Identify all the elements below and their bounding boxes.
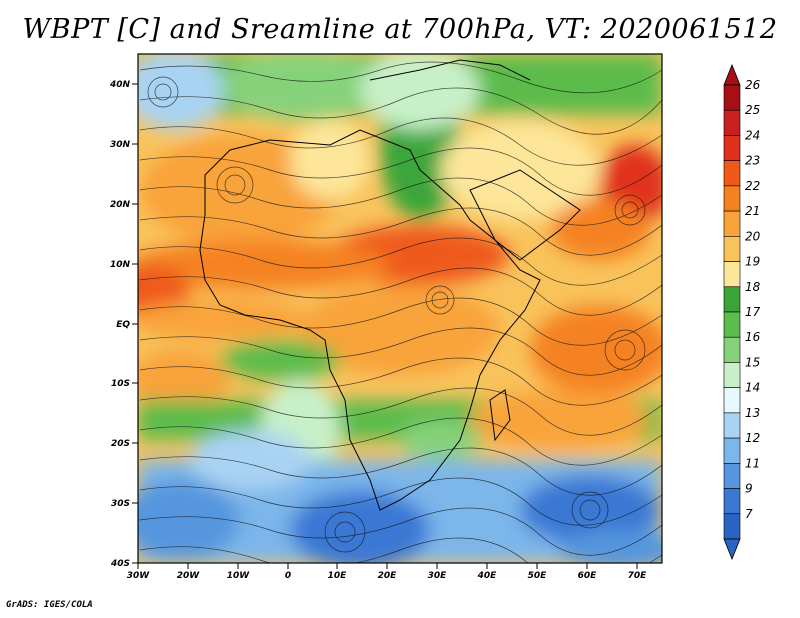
map-title: WBPT [C] and Sreamline at 700hPa, VT: 20… [22,14,778,45]
coastlines [199,59,581,511]
colorbar-label: 19 [745,255,760,269]
lon-label-10w: 10W [227,571,251,581]
colorbar-label: 13 [745,406,760,420]
colorbar-swatch [723,210,741,237]
lon-label-30e: 30E [428,571,448,581]
colorbar-swatch [723,185,741,212]
lat-label-40s: 40S [110,559,130,569]
lon-axis: 30W 20W 10W 0 10E 20E 30E 40E 50E 60E 70… [127,563,647,581]
colorbar-label: 17 [745,305,761,319]
colorbar-label: 9 [745,482,753,496]
lat-label-10s: 10S [111,379,130,389]
colorbar-swatch [723,412,741,439]
lon-label-0: 0 [285,571,291,581]
lon-label-20w: 20W [177,571,201,581]
colorbar-swatch [723,311,741,338]
colorbar-swatch [723,261,741,288]
colorbar-label: 11 [745,456,760,470]
lon-label-10e: 10E [328,571,348,581]
lat-label-30n: 30N [110,140,131,150]
lat-label-40n: 40N [109,80,131,90]
lat-label-eq: EQ [116,320,130,330]
colorbar: 26 25 24 23 22 21 20 19 18 17 16 15 14 13 12 11 9 7 [723,63,761,561]
plot-frame [137,53,663,564]
lat-label-20s: 20S [111,439,130,449]
colorbar-swatch [723,236,741,262]
lat-label-10n: 10N [110,260,131,270]
colorbar-swatch [723,513,741,540]
colorbar-top-arrow [723,63,741,86]
colorbar-label: 20 [745,229,761,243]
colorbar-swatch [723,84,741,111]
colorbar-swatch [723,109,741,136]
colorbar-swatch [723,437,741,464]
streamlines [139,61,662,563]
colorbar-label: 7 [745,507,753,521]
colorbar-bottom-arrow [723,538,741,561]
lon-label-70e: 70E [628,571,648,581]
colorbar-label: 24 [745,128,760,142]
colorbar-label: 12 [745,431,760,445]
colorbar-swatch [723,463,741,489]
lon-label-40e: 40E [477,571,498,581]
colorbar-label: 23 [745,154,760,168]
colorbar-label: 25 [745,103,760,117]
credit-text: GrADS: IGES/COLA [6,600,93,610]
colorbar-swatch [723,135,741,161]
lat-label-20n: 20N [110,200,131,210]
colorbar-swatch [723,336,741,363]
colorbar-label: 15 [745,355,760,369]
colorbar-swatch [723,160,741,187]
lon-label-20e: 20E [378,571,398,581]
colorbar-swatch [723,488,741,515]
colorbar-label: 21 [745,204,760,218]
colorbar-label: 26 [745,78,761,92]
lat-axis: 40N 30N 20N 10N EQ 10S 20S 30S 40S [109,80,138,569]
colorbar-label: 22 [745,179,760,193]
lon-label-60e: 60E [578,571,598,581]
lon-label-50e: 50E [528,571,548,581]
colorbar-swatch [723,362,741,388]
colorbar-swatch [723,387,741,414]
colorbar-label: 16 [745,330,761,344]
wbpt-field [138,54,662,563]
colorbar-swatch [723,286,741,313]
colorbar-label: 14 [745,381,760,395]
colorbar-label: 18 [745,280,761,294]
lon-label-30w: 30W [127,571,151,581]
lat-label-30s: 30S [111,499,130,509]
